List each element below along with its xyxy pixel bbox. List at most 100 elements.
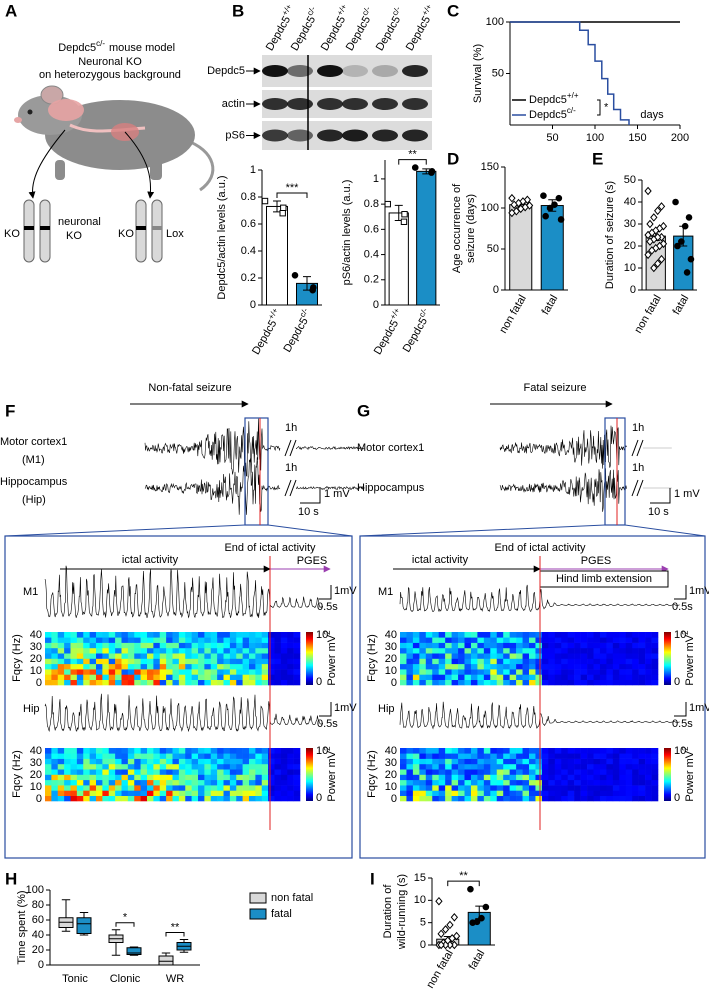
legend-swatch xyxy=(249,908,267,920)
spectrogram-cell xyxy=(574,658,581,665)
spectrogram-cell xyxy=(70,632,78,638)
spectrogram-cell xyxy=(134,758,141,765)
spectrogram-cell xyxy=(217,658,224,665)
spectrogram-cell xyxy=(554,790,562,796)
spectrogram-cell xyxy=(554,679,562,686)
spectrogram-cell xyxy=(287,748,294,754)
gap-label: 1h xyxy=(632,462,644,474)
spectrogram-cell xyxy=(70,663,78,670)
spectrogram-cell xyxy=(268,679,275,686)
spectrogram-cell xyxy=(249,637,256,643)
spectrogram-cell xyxy=(45,663,52,670)
spectrogram-cell xyxy=(96,663,103,670)
spectrogram-cell xyxy=(96,632,103,638)
spectrogram-cell xyxy=(483,674,491,680)
spectrogram-cell xyxy=(287,679,294,686)
spectrogram-cell xyxy=(599,790,607,796)
spectrogram-cell xyxy=(236,658,243,665)
freq-tick-label: 10 xyxy=(30,781,42,793)
spectrogram-cell xyxy=(96,769,103,775)
spectrogram-cell xyxy=(159,758,167,765)
spectrogram-cell xyxy=(287,637,294,643)
data-point xyxy=(437,929,445,939)
spectrogram-cell xyxy=(574,669,581,675)
spectrogram-cell xyxy=(529,779,536,786)
spectrogram-cell xyxy=(293,785,301,791)
spectrogram-cell xyxy=(412,758,420,765)
spectrogram-cell xyxy=(115,632,122,638)
spectrogram-cell xyxy=(147,769,154,775)
spectrogram-cell xyxy=(217,674,224,680)
spectrogram-cell xyxy=(147,637,154,643)
spectrogram-cell xyxy=(477,647,485,654)
spectrogram-cell xyxy=(76,769,84,775)
spectrogram-cell xyxy=(567,790,575,796)
spectrogram-cell xyxy=(185,658,192,665)
spectrogram-cell xyxy=(509,679,517,686)
spectrogram-cell xyxy=(191,795,199,802)
x-tick-label: non fatal xyxy=(497,293,528,336)
scale-label: 1mV xyxy=(689,585,709,597)
y-tick-label: 100 xyxy=(481,202,499,214)
spectrogram-cell xyxy=(470,658,478,665)
spectrogram-cell xyxy=(548,679,556,686)
spectrogram-cell xyxy=(108,679,116,686)
x-tick-label: 50 xyxy=(546,132,558,144)
spectrogram-cell xyxy=(293,637,301,643)
spectrogram-cell xyxy=(45,753,52,759)
spectrogram-cell xyxy=(541,779,549,786)
spectrogram-cell xyxy=(51,753,59,759)
spectrogram-cell xyxy=(593,663,601,670)
spectrogram-cell xyxy=(127,774,135,781)
data-point xyxy=(654,206,662,216)
spectrogram-cell xyxy=(412,653,420,659)
spectrogram-cell xyxy=(599,785,607,791)
spectrogram-cell xyxy=(625,785,633,791)
spectrogram-cell xyxy=(127,658,135,665)
spectrogram-cell xyxy=(223,769,231,775)
spectrogram-cell xyxy=(529,785,536,791)
spectrogram-cell xyxy=(464,642,472,649)
spectrogram-cell xyxy=(280,663,288,670)
spectrogram-cell xyxy=(412,795,420,802)
spectrogram-cell xyxy=(274,637,282,643)
spectrogram-cell xyxy=(638,647,646,654)
spectrogram-cell xyxy=(599,779,607,786)
spectrogram-cell xyxy=(153,679,161,686)
spectrogram-cell xyxy=(172,753,180,759)
spectrogram-cell xyxy=(178,795,186,802)
spectrogram-cell xyxy=(268,642,275,649)
spectrogram-cell xyxy=(509,758,517,765)
spectrogram-cell xyxy=(458,769,465,775)
spectrogram-cell xyxy=(651,658,659,665)
spectrogram-cell xyxy=(127,795,135,802)
spectrogram-cell xyxy=(451,642,459,649)
spectrogram-cell xyxy=(64,748,71,754)
spectrogram-cell xyxy=(261,632,269,638)
spectrogram-cell xyxy=(651,795,659,802)
spectrogram-cell xyxy=(580,653,588,659)
spectrogram-cell xyxy=(172,637,180,643)
spectrogram-cell xyxy=(83,674,90,680)
spectrogram-cell xyxy=(185,642,192,649)
spectrogram-cell xyxy=(438,669,446,675)
spectrogram-cell xyxy=(108,774,116,781)
spectrogram-cell xyxy=(438,758,446,765)
spectrogram-cell xyxy=(400,790,407,796)
freq-axis-label: Fqcy (Hz) xyxy=(366,634,378,682)
data-point xyxy=(557,216,565,223)
zoom-channel-label: M1 xyxy=(23,586,38,598)
spectrogram-cell xyxy=(548,763,556,770)
spectrogram-cell xyxy=(535,679,543,686)
spectrogram-cell xyxy=(268,774,275,781)
spectrogram-cell xyxy=(406,674,414,680)
spectrogram-cell xyxy=(490,763,498,770)
x-tick-label: Depdc5c/- xyxy=(278,306,315,354)
spectrogram-cell xyxy=(632,663,639,670)
spectrogram-cell xyxy=(76,763,84,770)
spectrogram-cell xyxy=(229,758,237,765)
spectrogram-cell xyxy=(96,647,103,654)
spectrogram-cell xyxy=(580,674,588,680)
spectrogram-cell xyxy=(153,658,161,665)
spectrogram-cell xyxy=(102,774,110,781)
